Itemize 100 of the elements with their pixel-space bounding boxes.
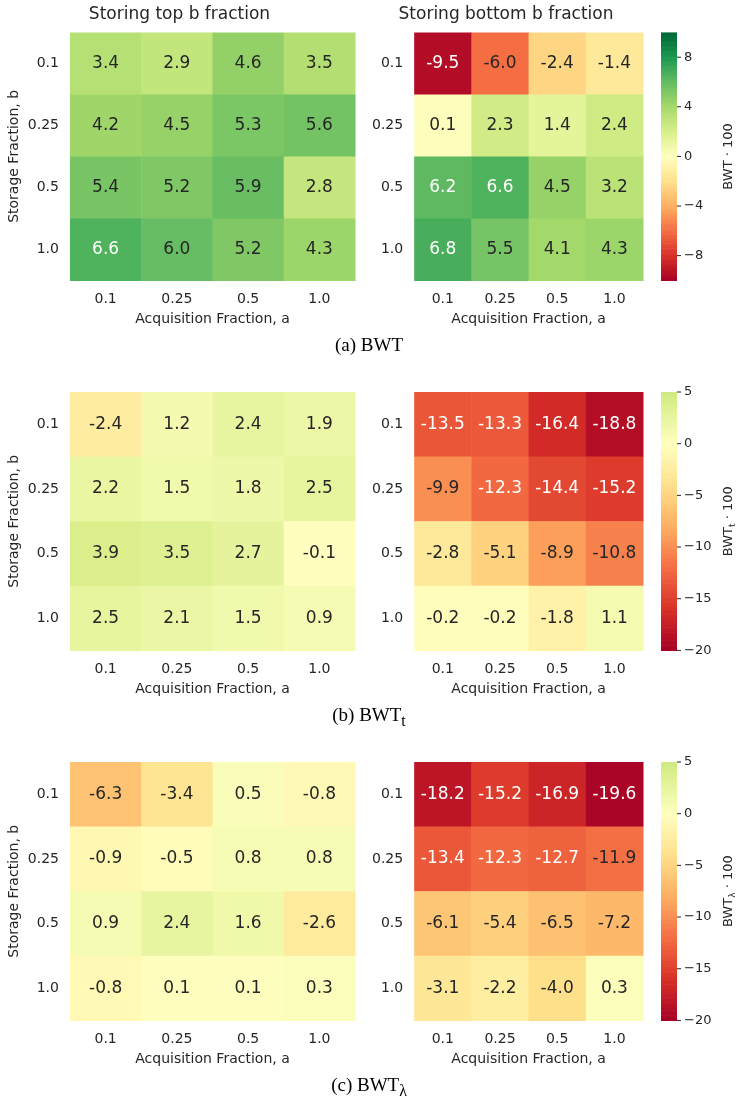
- data-label: -11.9: [592, 847, 637, 868]
- data-label: 4.6: [234, 51, 262, 72]
- y-tick-label: 0.5: [380, 914, 404, 931]
- y-tick-label: 0.25: [27, 116, 59, 133]
- data-label: 3.9: [92, 541, 120, 562]
- color-bar-label: 5: [684, 753, 693, 769]
- data-label: 2.4: [163, 911, 191, 932]
- data-label: -2.2: [483, 976, 517, 997]
- data-label: 0.1: [163, 976, 191, 997]
- x-tick-label: 0.25: [484, 660, 516, 677]
- color-bar-label: 8: [684, 48, 693, 64]
- data-label: 5.2: [234, 237, 262, 258]
- data-label: -12.3: [477, 847, 522, 868]
- data-label: 6.6: [92, 237, 120, 258]
- data-label: 2.2: [92, 477, 120, 498]
- x-axis-title: Acquisition Fraction, a: [135, 680, 290, 697]
- text: (a) BWT: [333, 334, 405, 356]
- color-bar-label: −10: [684, 538, 712, 554]
- data-label: 2.4: [234, 412, 262, 433]
- y-tick-label: 1.0: [36, 608, 59, 625]
- data-label: -13.4: [420, 847, 465, 868]
- data-label: -12.7: [535, 847, 580, 868]
- data-label: 0.8: [305, 847, 333, 868]
- x-tick-label: 1.0: [603, 290, 626, 307]
- data-label: 5.2: [163, 175, 191, 196]
- data-label: -12.3: [477, 477, 522, 498]
- y-tick-label: 0.5: [380, 544, 404, 561]
- color-bar-label: −8: [684, 246, 704, 262]
- x-axis-title: Acquisition Fraction, a: [135, 310, 290, 327]
- x-tick-label: 0.5: [546, 290, 569, 307]
- text: (b) BWT$_{t}$: [331, 704, 407, 730]
- data-label: 6.8: [429, 237, 457, 258]
- data-label: 2.7: [234, 541, 262, 562]
- data-label: -15.2: [477, 782, 522, 803]
- data-label: 3.5: [305, 51, 333, 72]
- data-label: 6.2: [429, 175, 457, 196]
- color-bar-label: 5: [684, 383, 693, 399]
- data-label: -7.2: [597, 911, 631, 932]
- data-label: -6.1: [426, 911, 460, 932]
- x-axis-title: Acquisition Fraction, a: [451, 680, 606, 697]
- data-label: 0.1: [234, 976, 262, 997]
- data-label: -2.6: [302, 911, 336, 932]
- data-label: 6.6: [486, 175, 514, 196]
- y-tick-label: 0.25: [372, 116, 404, 133]
- y-tick-label: 0.5: [36, 544, 59, 561]
- data-label: 4.2: [92, 113, 120, 134]
- y-tick-label: 0.25: [27, 479, 59, 496]
- x-tick-label: 0.1: [431, 660, 454, 677]
- y-tick-label: 0.1: [380, 54, 404, 71]
- data-label: -3.1: [426, 976, 460, 997]
- data-label: -0.1: [302, 541, 336, 562]
- data-label: 5.9: [234, 175, 262, 196]
- data-label: -13.3: [477, 412, 522, 433]
- data-label: 4.5: [543, 175, 571, 196]
- data-label: -2.4: [540, 51, 574, 72]
- color-bar-label: 0: [684, 805, 693, 821]
- x-tick-label: 0.5: [236, 290, 260, 307]
- x-tick-label: 1.0: [308, 660, 331, 677]
- data-label: 4.3: [600, 237, 628, 258]
- data-label: -0.8: [302, 782, 336, 803]
- data-label: -18.8: [592, 412, 637, 433]
- color-bar-title: BWTλ · 100: [720, 855, 738, 928]
- data-label: 3.2: [600, 175, 628, 196]
- data-label: 0.3: [600, 976, 628, 997]
- data-label: 3.4: [92, 51, 120, 72]
- data-label: 5.6: [305, 113, 333, 134]
- data-label: -5.4: [483, 911, 517, 932]
- color-bar-label: −5: [684, 856, 704, 872]
- x-tick-label: 0.5: [236, 1030, 260, 1047]
- x-tick-label: 0.1: [94, 1030, 117, 1047]
- data-label: -9.5: [426, 51, 460, 72]
- data-label: -6.0: [483, 51, 517, 72]
- x-tick-label: 1.0: [603, 660, 626, 677]
- y-tick-label: 1.0: [36, 978, 59, 995]
- y-axis-title: Storage Fraction, b: [5, 454, 22, 588]
- y-tick-label: 0.5: [36, 914, 59, 931]
- y-axis-title: Storage Fraction, b: [5, 824, 22, 958]
- data-label: 0.9: [305, 606, 333, 627]
- data-label: 1.6: [234, 911, 262, 932]
- data-label: -16.4: [535, 412, 580, 433]
- x-tick-label: 1.0: [308, 290, 331, 307]
- data-label: 2.3: [486, 113, 514, 134]
- x-tick-label: 0.5: [546, 1030, 569, 1047]
- x-tick-label: 0.1: [431, 1030, 454, 1047]
- color-bar-title: BWT · 100: [720, 123, 736, 190]
- data-label: -0.2: [426, 606, 460, 627]
- y-tick-label: 1.0: [380, 240, 404, 257]
- data-label: -19.6: [592, 782, 637, 803]
- data-label: 4.5: [163, 113, 191, 134]
- data-label: 2.8: [305, 175, 333, 196]
- x-tick-label: 1.0: [603, 1030, 626, 1047]
- data-label: -14.4: [535, 477, 580, 498]
- x-axis-title: Acquisition Fraction, a: [135, 1050, 290, 1067]
- y-tick-label: 0.1: [380, 784, 404, 801]
- data-label: 3.5: [163, 541, 191, 562]
- data-label: 1.5: [163, 477, 191, 498]
- data-label: 0.1: [429, 113, 457, 134]
- data-label: -4.0: [540, 976, 574, 997]
- y-tick-label: 1.0: [36, 240, 59, 257]
- color-bar-label: −15: [684, 960, 712, 976]
